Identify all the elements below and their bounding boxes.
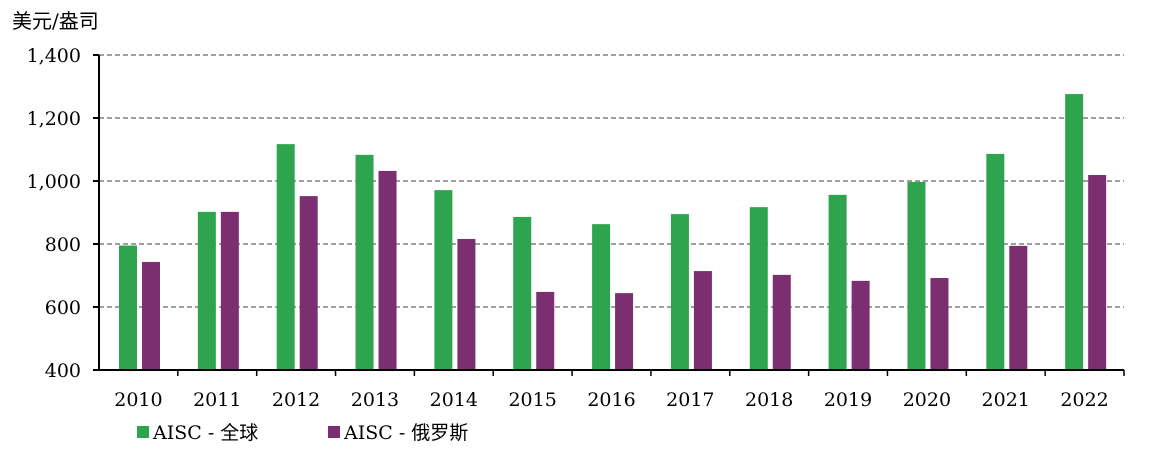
bar-global-2011 xyxy=(197,211,216,370)
bar-russia-2022 xyxy=(1088,175,1107,370)
bar-global-2014 xyxy=(434,190,453,370)
bar-russia-2011 xyxy=(220,211,239,370)
bar-russia-2012 xyxy=(299,196,318,370)
x-tick-label: 2020 xyxy=(903,389,951,411)
x-tick-label: 2019 xyxy=(824,389,872,411)
x-tick-label: 2015 xyxy=(508,389,556,411)
bar-global-2013 xyxy=(355,154,374,370)
bar-global-2020 xyxy=(907,181,926,370)
x-tick-label: 2018 xyxy=(745,389,793,411)
legend-label: AISC - 俄罗斯 xyxy=(343,422,468,444)
bar-global-2017 xyxy=(670,214,689,370)
bar-global-2015 xyxy=(513,216,532,370)
bar-global-2021 xyxy=(986,153,1005,370)
bar-russia-2016 xyxy=(615,293,634,370)
y-tick-label: 600 xyxy=(45,297,81,319)
y-tick-label: 800 xyxy=(45,234,81,256)
legend-swatch xyxy=(328,426,340,438)
bar-global-2018 xyxy=(749,207,768,370)
bar-russia-2010 xyxy=(142,261,160,370)
x-tick-label: 2021 xyxy=(982,389,1030,411)
bar-russia-2021 xyxy=(1009,245,1028,370)
x-tick-label: 2022 xyxy=(1060,389,1108,411)
bar-russia-2015 xyxy=(536,291,555,370)
bar-russia-2019 xyxy=(851,280,870,370)
x-tick-label: 2010 xyxy=(114,389,162,411)
x-tick-label: 2014 xyxy=(430,389,478,411)
bar-global-2010 xyxy=(119,245,137,370)
bar-russia-2018 xyxy=(772,274,791,370)
bar-russia-2014 xyxy=(457,238,476,370)
legend-label: AISC - 全球 xyxy=(152,422,258,444)
bar-russia-2013 xyxy=(378,170,397,370)
bar-russia-2020 xyxy=(930,278,949,370)
bar-global-2019 xyxy=(828,194,847,370)
x-tick-label: 2012 xyxy=(272,389,320,411)
x-tick-label: 2013 xyxy=(351,389,399,411)
x-tick-label: 2017 xyxy=(666,389,714,411)
y-tick-label: 1,200 xyxy=(27,108,81,130)
y-tick-label: 1,400 xyxy=(27,45,81,67)
y-axis-unit-label: 美元/盎司 xyxy=(12,9,99,33)
x-tick-label: 2016 xyxy=(587,389,635,411)
x-tick-label: 2011 xyxy=(193,389,241,411)
bar-global-2022 xyxy=(1065,94,1084,370)
bar-global-2016 xyxy=(592,224,611,370)
legend-swatch xyxy=(137,426,149,438)
y-tick-label: 400 xyxy=(45,360,81,382)
bar-russia-2017 xyxy=(693,271,712,370)
bar-global-2012 xyxy=(276,144,295,370)
y-tick-label: 1,000 xyxy=(27,171,81,193)
